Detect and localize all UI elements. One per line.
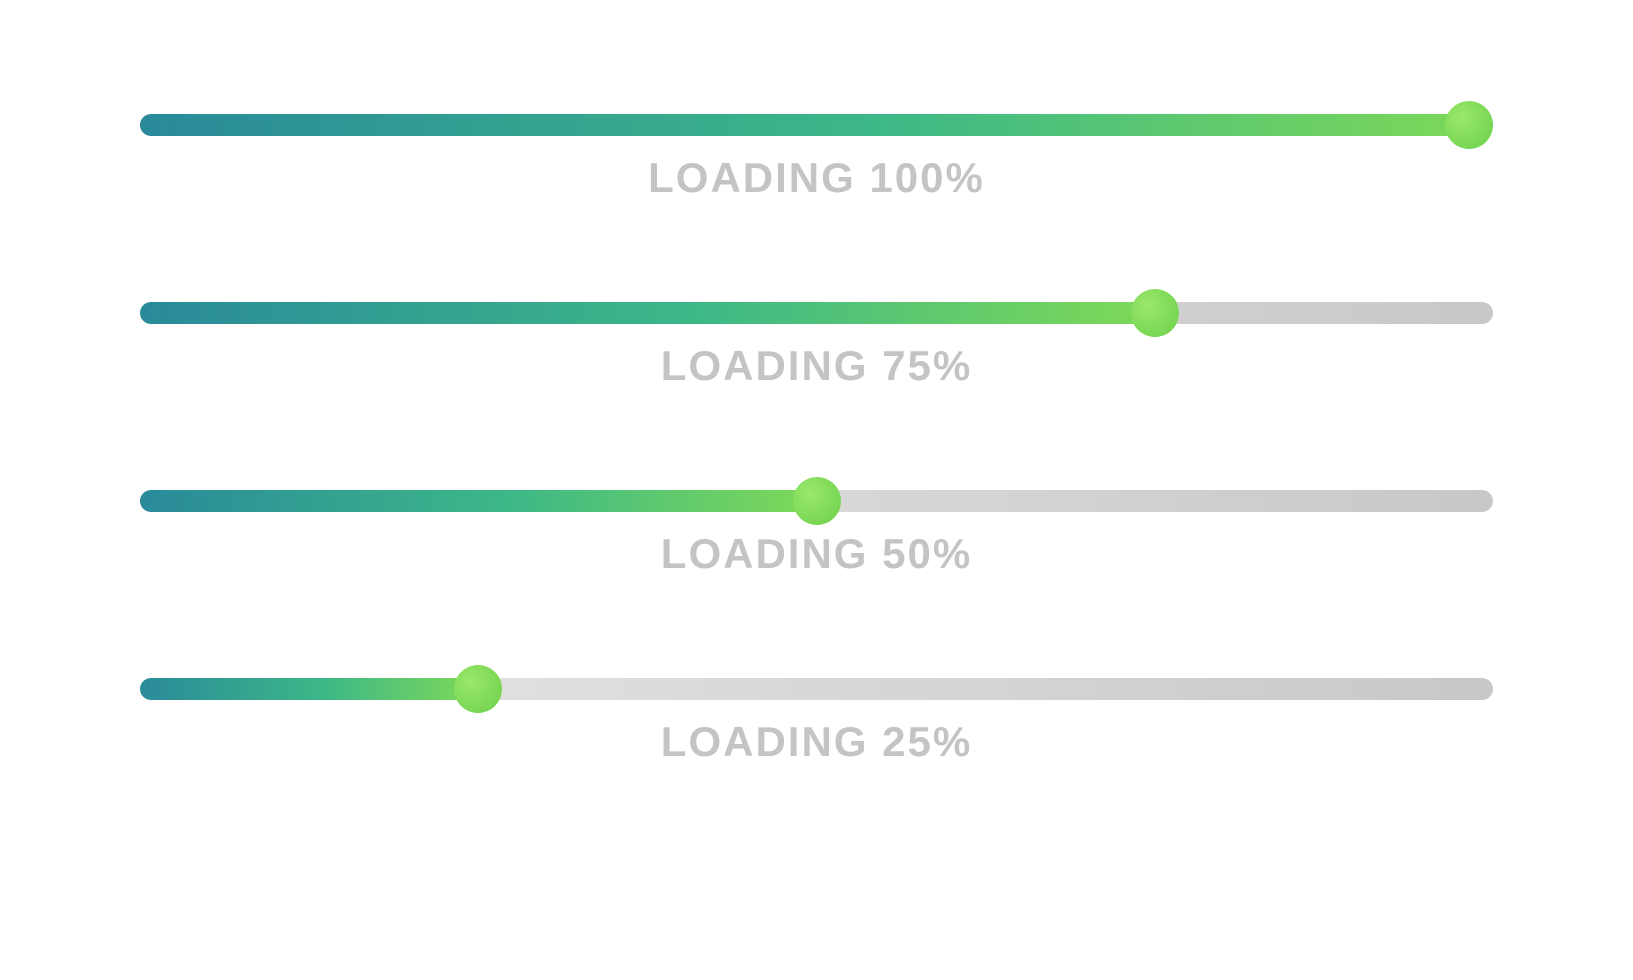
- progress-track: [140, 114, 1493, 136]
- progress-label: LOADING 75%: [140, 342, 1493, 390]
- progress-fill: [140, 302, 1155, 324]
- progress-knob: [793, 477, 841, 525]
- progress-track: [140, 490, 1493, 512]
- progress-knob: [1131, 289, 1179, 337]
- progress-knob: [1445, 101, 1493, 149]
- progress-fill: [140, 114, 1493, 136]
- progress-fill: [140, 490, 817, 512]
- progress-bar-25: LOADING 25%: [140, 678, 1493, 766]
- progress-label: LOADING 25%: [140, 718, 1493, 766]
- progress-bar-75: LOADING 75%: [140, 302, 1493, 390]
- progress-bar-100: LOADING 100%: [140, 114, 1493, 202]
- progress-track: [140, 678, 1493, 700]
- progress-knob: [454, 665, 502, 713]
- progress-label: LOADING 50%: [140, 530, 1493, 578]
- progress-track: [140, 302, 1493, 324]
- progress-label: LOADING 100%: [140, 154, 1493, 202]
- progress-bar-50: LOADING 50%: [140, 490, 1493, 578]
- progress-fill: [140, 678, 478, 700]
